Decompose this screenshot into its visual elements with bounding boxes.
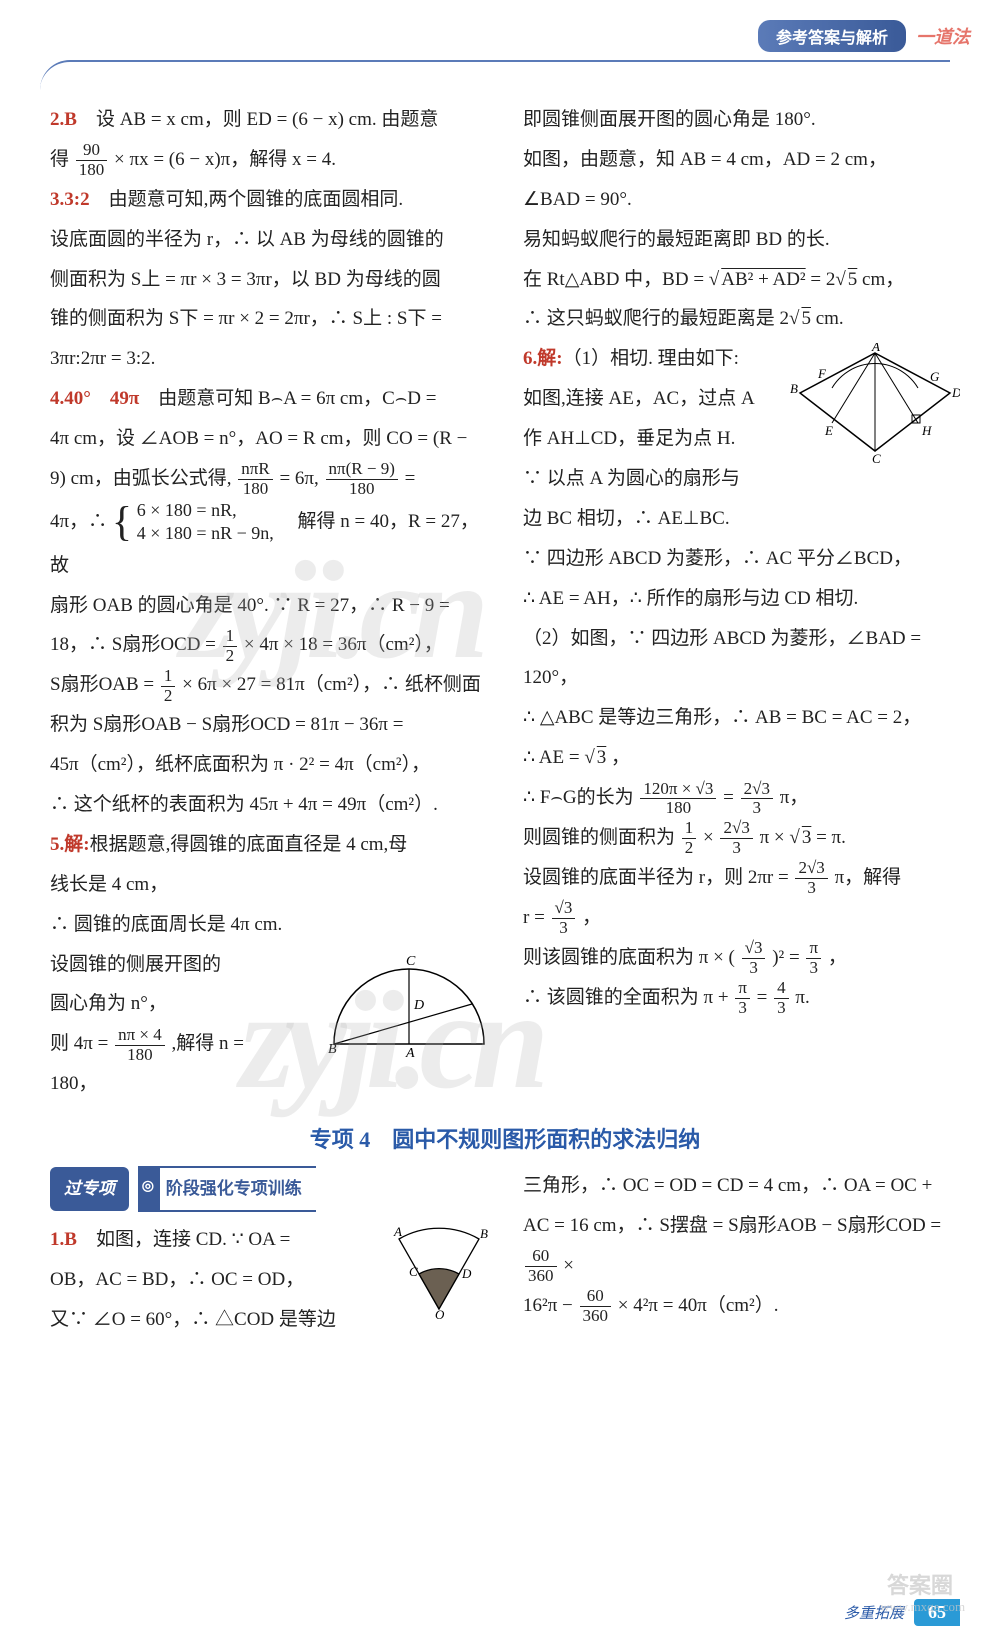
q3-line3: 侧面积为 S上 = πr × 3 = 3πr，以 BD 为母线的圆 [50,260,494,300]
svg-text:B: B [328,1042,337,1057]
svg-text:C: C [872,451,881,463]
svg-text:F: F [817,366,827,381]
stamp: 答案圈 www.mxqe.com [880,1573,960,1633]
q3-line2: 设底面圆的半径为 r，∴ 以 AB 为母线的圆锥的 [50,220,494,260]
q3-num: 3.3:2 [50,189,90,210]
q5-line2: 线长是 4 cm， [50,865,494,905]
q6-line8: （2）如图，∵ 四边形 ABCD 为菱形，∠BAD = 120°， [523,619,960,699]
sub-head: 过专项 ◎ 阶段强化专项训练 [50,1166,494,1212]
section-columns: 过专项 ◎ 阶段强化专项训练 A B C D O 1.B 如图，连接 CD. ∵… [50,1166,960,1339]
svg-text:B: B [480,1226,488,1241]
q6-line11: ∴ F⌢G的长为 120π × √3180 = 2√33 π， [523,778,960,818]
header: 参考答案与解析 一道法 [758,20,970,52]
right-column: 即圆锥侧面展开图的圆心角是 180°. 如图，由题意，知 AB = 4 cm，A… [505,100,960,1104]
b1r-line2: AC = 16 cm，∴ S摆盘 = S扇形AOB − S扇形COD = 603… [523,1206,960,1286]
q2-num: 2.B [50,109,77,130]
q6-line10: ∴ AE = √3 ， [523,738,960,778]
svg-text:D: D [461,1266,472,1281]
left-column: 2.B 设 AB = x cm，则 ED = (6 − x) cm. 由题意 得… [50,100,505,1104]
sector-figure: A B C D O [384,1224,494,1319]
columns: 2.B 设 AB = x cm，则 ED = (6 − x) cm. 由题意 得… [50,100,960,1104]
q4-line1: 4.40° 49π 由题意可知 B⌢A = 6π cm，C⌢D = [50,379,494,419]
b1r-line1: 三角形，∴ OC = OD = CD = 4 cm，∴ OA = OC + [523,1166,960,1206]
q3-line4: 锥的侧面积为 S下 = πr × 2 = 2πr，∴ S上 : S下 = [50,299,494,339]
q6-line6: ∵ 四边形 ABCD 为菱形，∴ AC 平分∠BCD， [523,539,960,579]
sub-badge-2: ◎ 阶段强化专项训练 [138,1166,316,1212]
q6-line16: ∴ 该圆锥的全面积为 π + π3 = 43 π. [523,978,960,1018]
q6-line5: 边 BC 相切，∴ AE⊥BC. [523,499,960,539]
svg-text:A: A [393,1224,402,1239]
svg-text:D: D [951,385,960,400]
q6-line12: 则圆锥的侧面积为 12 × 2√33 π × √3 = π. [523,818,960,858]
q4-num: 4.40° 49π [50,388,139,409]
q4-line2: 4π cm，设 ∠AOB = n°，AO = R cm，则 CO = (R − [50,419,494,459]
q4-line9: 45π（cm²），纸杯底面积为 π · 2² = 4π（cm²）， [50,745,494,785]
q4-line7: S扇形OAB = 12 × 6π × 27 = 81π（cm²），∴ 纸杯侧面 [50,665,494,705]
svg-text:A: A [405,1046,415,1059]
sub-badge-1: 过专项 [50,1167,129,1211]
top-curve [40,60,950,90]
r-line4: 易知蚂蚁爬行的最短距离即 BD 的长. [523,220,960,260]
q3-line5: 3πr:2πr = 3:2. [50,339,494,379]
q6-line7: ∴ AE = AH，∴ 所作的扇形与边 CD 相切. [523,579,960,619]
r-line2: 如图，由题意，知 AB = 4 cm，AD = 2 cm， [523,140,960,180]
frac: 90180 [76,141,108,179]
q6-line14: r = √33 ， [523,898,960,938]
q4-line5: 扇形 OAB 的圆心角是 40°. ∵ R = 27，∴ R − 9 = [50,586,494,626]
q3-line1: 3.3:2 由题意可知,两个圆锥的底面圆相同. [50,180,494,220]
header-brand: 一道法 [916,23,970,49]
section-title: 专项 4 圆中不规则图形面积的求法归纳 [50,1122,960,1154]
svg-text:B: B [790,381,798,396]
svg-text:G: G [930,369,940,384]
q4-line3: 9) cm，由弧长公式得, nπR180 = 6π, nπ(R − 9)180 … [50,459,494,499]
page: 参考答案与解析 一道法 zyji.cn zyji.cn 2.B 设 AB = x… [0,0,1000,1651]
svg-text:E: E [824,423,833,438]
q6-line13: 设圆锥的底面半径为 r，则 2πr = 2√33 π，解得 [523,858,960,898]
bottom-right: 三角形，∴ OC = OD = CD = 4 cm，∴ OA = OC + AC… [505,1166,960,1339]
svg-text:O: O [435,1307,445,1319]
q5-line1: 5.解:根据题意,得圆锥的底面直径是 4 cm,母 [50,825,494,865]
q2-line1: 2.B 设 AB = x cm，则 ED = (6 − x) cm. 由题意 [50,100,494,140]
svg-text:C: C [406,954,416,969]
header-badge: 参考答案与解析 [758,20,906,52]
q2-line2: 得 90180 × πx = (6 − x)π，解得 x = 4. [50,140,494,180]
svg-text:A: A [871,343,880,354]
b1-num: 1.B [50,1229,77,1250]
svg-text:D: D [413,998,424,1013]
q5-line7: 180， [50,1064,494,1104]
r-line1: 即圆锥侧面展开图的圆心角是 180°. [523,100,960,140]
b1r-line3: 16²π − 60360 × 4²π = 40π（cm²）. [523,1286,960,1326]
q4-line4: 4π，∴ { 6 × 180 = nR, 4 × 180 = nR − 9n, … [50,499,494,586]
q5-num: 5.解: [50,834,90,855]
rhombus-figure: A B C D E F G H [790,343,960,463]
q6-line15: 则该圆锥的底面积为 π × ( √33 )² = π3 ， [523,938,960,978]
svg-text:H: H [921,423,932,438]
q4-line10: ∴ 这个纸杯的表面积为 45π + 4π = 49π（cm²）. [50,785,494,825]
r-line6: ∴ 这只蚂蚁爬行的最短距离是 2√5 cm. [523,299,960,339]
q6-line9: ∴ △ABC 是等边三角形，∴ AB = BC = AC = 2， [523,698,960,738]
r-line5: 在 Rt△ABD 中，BD = √AB² + AD² = 2√5 cm， [523,260,960,300]
q6-line4: ∵ 以点 A 为圆心的扇形与 [523,459,960,499]
bottom-left: 过专项 ◎ 阶段强化专项训练 A B C D O 1.B 如图，连接 CD. ∵… [50,1166,505,1339]
q6-num: 6.解: [523,348,563,369]
q4-line6: 18，∴ S扇形OCD = 12 × 4π × 18 = 36π（cm²）， [50,625,494,665]
svg-text:C: C [409,1264,418,1279]
r-line3: ∠BAD = 90°. [523,180,960,220]
target-icon: ◎ [142,1172,154,1201]
q4-line8: 积为 S扇形OAB − S扇形OCD = 81π − 36π = [50,705,494,745]
q5-line3: ∴ 圆锥的底面周长是 4π cm. [50,905,494,945]
semicircle-figure: B A C D [324,949,494,1059]
